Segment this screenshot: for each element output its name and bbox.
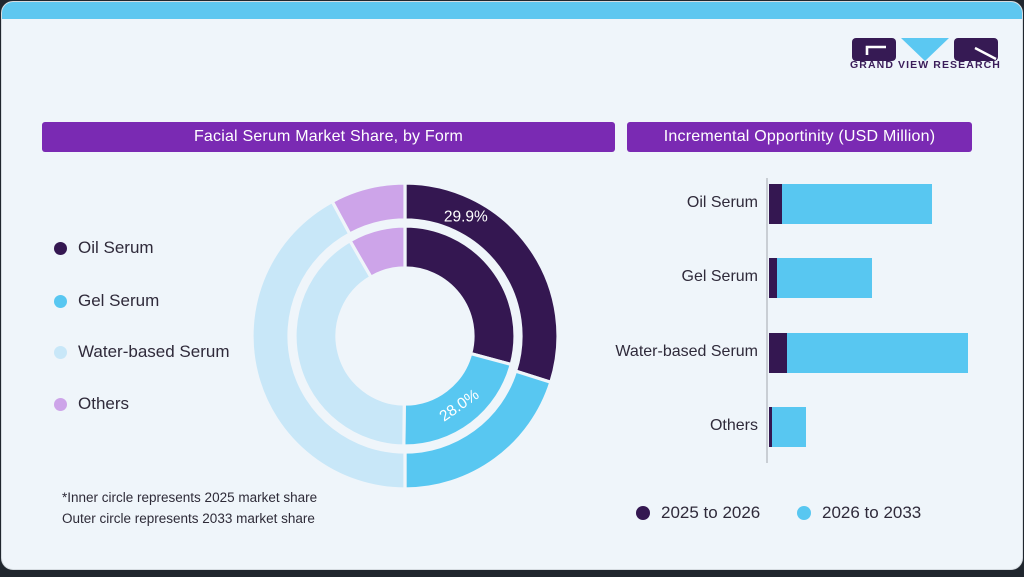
bar-segment-2025-to-2026 bbox=[769, 184, 782, 224]
legend-item-2025-to-2026: 2025 to 2026 bbox=[636, 503, 760, 523]
donut-segment-outer bbox=[330, 181, 407, 237]
legend-label: Gel Serum bbox=[78, 291, 160, 310]
legend-dot-gel-serum bbox=[54, 294, 67, 308]
legend-label: Others bbox=[78, 394, 130, 413]
bar-segment-2025-to-2026 bbox=[769, 333, 787, 373]
legend-dot-2025-to-2026 bbox=[636, 506, 650, 520]
bar-category-label: Water-based Serum bbox=[615, 343, 758, 360]
donut-value-label: 29.9% bbox=[444, 209, 488, 226]
legend-label: 2026 to 2033 bbox=[822, 503, 922, 522]
footnote-line-2: Outer circle represents 2033 market shar… bbox=[62, 511, 315, 526]
bar-chart-axis bbox=[766, 178, 768, 463]
logo-g-glyph bbox=[865, 45, 886, 55]
bar-segment-2026-to-2033 bbox=[787, 333, 968, 373]
legend-dot-oil-serum bbox=[54, 241, 67, 255]
legend-dot-water-based-serum bbox=[54, 345, 67, 359]
right-chart-title: Incremental Opportinity (USD Million) bbox=[627, 122, 972, 152]
footnote-line-1: *Inner circle represents 2025 market sha… bbox=[62, 490, 318, 505]
bar-segment-2025-to-2026 bbox=[769, 258, 777, 298]
donut-segment-outer bbox=[250, 199, 407, 491]
legend-item-2026-to-2033: 2026 to 2033 bbox=[797, 503, 921, 523]
donut-segment-inner bbox=[347, 224, 407, 280]
logo-r-glyph bbox=[974, 46, 997, 61]
bar-segment-2025-to-2026 bbox=[769, 407, 772, 447]
legend-label: Water-based Serum bbox=[78, 342, 230, 361]
left-chart-title: Facial Serum Market Share, by Form bbox=[42, 122, 615, 152]
logo-g-block bbox=[852, 38, 896, 61]
donut-segment-inner bbox=[293, 238, 406, 448]
legend-item-others: Others bbox=[54, 394, 129, 414]
bar-category-label: Others bbox=[709, 417, 758, 434]
bar-category-label: Gel Serum bbox=[681, 268, 758, 285]
bar-category-label: Oil Serum bbox=[686, 194, 758, 211]
bar-segment-2026-to-2033 bbox=[777, 258, 872, 298]
legend-dot-others bbox=[54, 397, 67, 411]
donut-chart: 29.9%28.0% bbox=[250, 181, 560, 491]
legend-item-gel-serum: Gel Serum bbox=[54, 291, 159, 311]
bar-segment-2026-to-2033 bbox=[772, 407, 806, 447]
donut-segment-inner bbox=[403, 224, 517, 367]
legend-item-water-based-serum: Water-based Serum bbox=[54, 342, 229, 362]
top-accent-bar bbox=[2, 2, 1022, 19]
legend-item-oil-serum: Oil Serum bbox=[54, 238, 154, 258]
logo-wordmark: GRAND VIEW RESEARCH bbox=[850, 59, 1001, 71]
legend-label: Oil Serum bbox=[78, 238, 154, 257]
bar-segment-2026-to-2033 bbox=[782, 184, 932, 224]
legend-dot-2026-to-2033 bbox=[797, 506, 811, 520]
gvr-logo bbox=[852, 38, 998, 61]
logo-v-triangle bbox=[901, 38, 949, 61]
legend-label: 2025 to 2026 bbox=[661, 503, 761, 522]
donut-footnote: *Inner circle represents 2025 market sha… bbox=[62, 487, 317, 529]
